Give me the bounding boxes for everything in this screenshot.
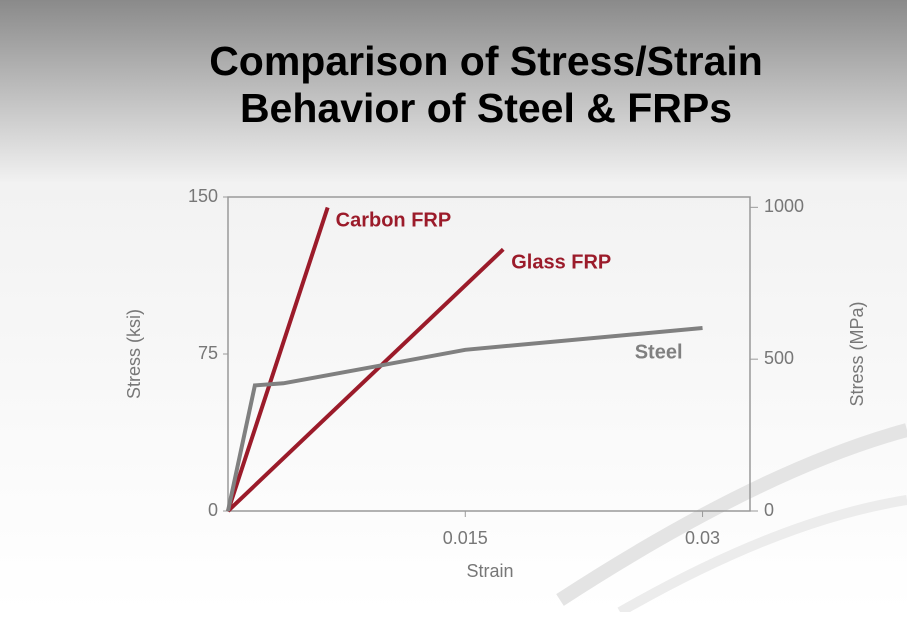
y-tick-label: 75 bbox=[198, 343, 218, 363]
y-tick-label: 0 bbox=[208, 500, 218, 520]
decor-swoosh bbox=[556, 423, 907, 606]
slide-title-line: Behavior of Steel & FRPs bbox=[240, 85, 732, 131]
y-tick-label: 150 bbox=[188, 186, 218, 206]
series-line bbox=[226, 206, 330, 512]
decor-swoosh bbox=[617, 495, 907, 617]
y-axis-label: Stress (ksi) bbox=[124, 309, 144, 399]
x-tick-label: 0.015 bbox=[443, 528, 488, 548]
series-line bbox=[226, 247, 505, 513]
series-label: Glass FRP bbox=[511, 252, 611, 274]
x-axis-label: Strain bbox=[466, 561, 513, 581]
y2-tick-label: 0 bbox=[764, 500, 774, 520]
series-label: Steel bbox=[635, 341, 683, 363]
slide-title-line: Comparison of Stress/Strain bbox=[209, 38, 763, 84]
series-line bbox=[226, 326, 703, 512]
series-label: Carbon FRP bbox=[336, 210, 452, 232]
y2-axis-label: Stress (MPa) bbox=[847, 301, 867, 406]
y2-tick-label: 1000 bbox=[764, 196, 804, 216]
y2-tick-label: 500 bbox=[764, 348, 794, 368]
x-tick-label: 0.03 bbox=[685, 528, 720, 548]
